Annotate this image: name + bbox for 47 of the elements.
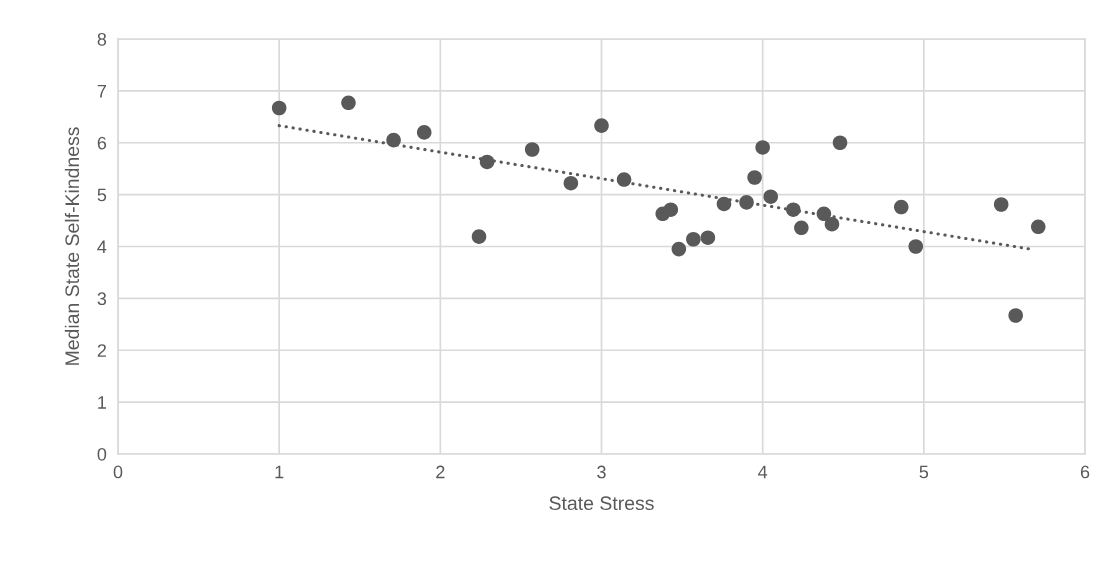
y-tick-label: 4 bbox=[97, 240, 107, 254]
x-axis-title: State Stress bbox=[549, 496, 654, 511]
point bbox=[908, 239, 924, 254]
y-tick-label: 7 bbox=[97, 85, 106, 98]
point bbox=[563, 175, 579, 191]
point bbox=[271, 100, 287, 116]
point bbox=[1008, 308, 1023, 323]
point bbox=[739, 195, 754, 210]
y-tick-label: 0 bbox=[97, 447, 107, 461]
point bbox=[786, 202, 801, 217]
point bbox=[686, 231, 701, 247]
point bbox=[524, 142, 540, 157]
y-tick-label: 6 bbox=[97, 136, 107, 150]
point bbox=[1030, 219, 1046, 235]
point bbox=[747, 170, 762, 185]
x-tick-label: 2 bbox=[436, 465, 445, 479]
point bbox=[794, 220, 809, 236]
point bbox=[471, 229, 487, 244]
point bbox=[993, 197, 1009, 212]
point bbox=[832, 135, 848, 151]
point bbox=[700, 230, 716, 245]
point bbox=[671, 241, 687, 257]
y-axis-title: Median State Self-Kindness bbox=[64, 127, 80, 365]
point bbox=[893, 199, 909, 215]
y-tick-label: 5 bbox=[97, 188, 107, 202]
point bbox=[663, 202, 679, 217]
point bbox=[341, 95, 356, 111]
point bbox=[716, 196, 732, 212]
x-tick-label: 1 bbox=[275, 465, 284, 479]
x-tick-label: 6 bbox=[1080, 465, 1090, 479]
point bbox=[763, 189, 779, 204]
point bbox=[594, 118, 609, 133]
point bbox=[755, 140, 770, 155]
point bbox=[386, 132, 401, 148]
x-tick-label: 4 bbox=[758, 465, 768, 479]
point bbox=[816, 206, 832, 222]
point bbox=[479, 154, 495, 170]
y-tick-label: 3 bbox=[97, 292, 107, 306]
y-tick-label: 8 bbox=[97, 32, 107, 46]
point bbox=[416, 125, 432, 140]
x-tick-label: 0 bbox=[113, 465, 123, 479]
point bbox=[824, 216, 840, 232]
x-tick-label: 3 bbox=[597, 465, 606, 479]
x-tick-label: 5 bbox=[919, 465, 929, 479]
y-tick-label: 2 bbox=[97, 344, 106, 357]
point bbox=[616, 172, 632, 187]
y-tick-label: 1 bbox=[98, 396, 107, 409]
